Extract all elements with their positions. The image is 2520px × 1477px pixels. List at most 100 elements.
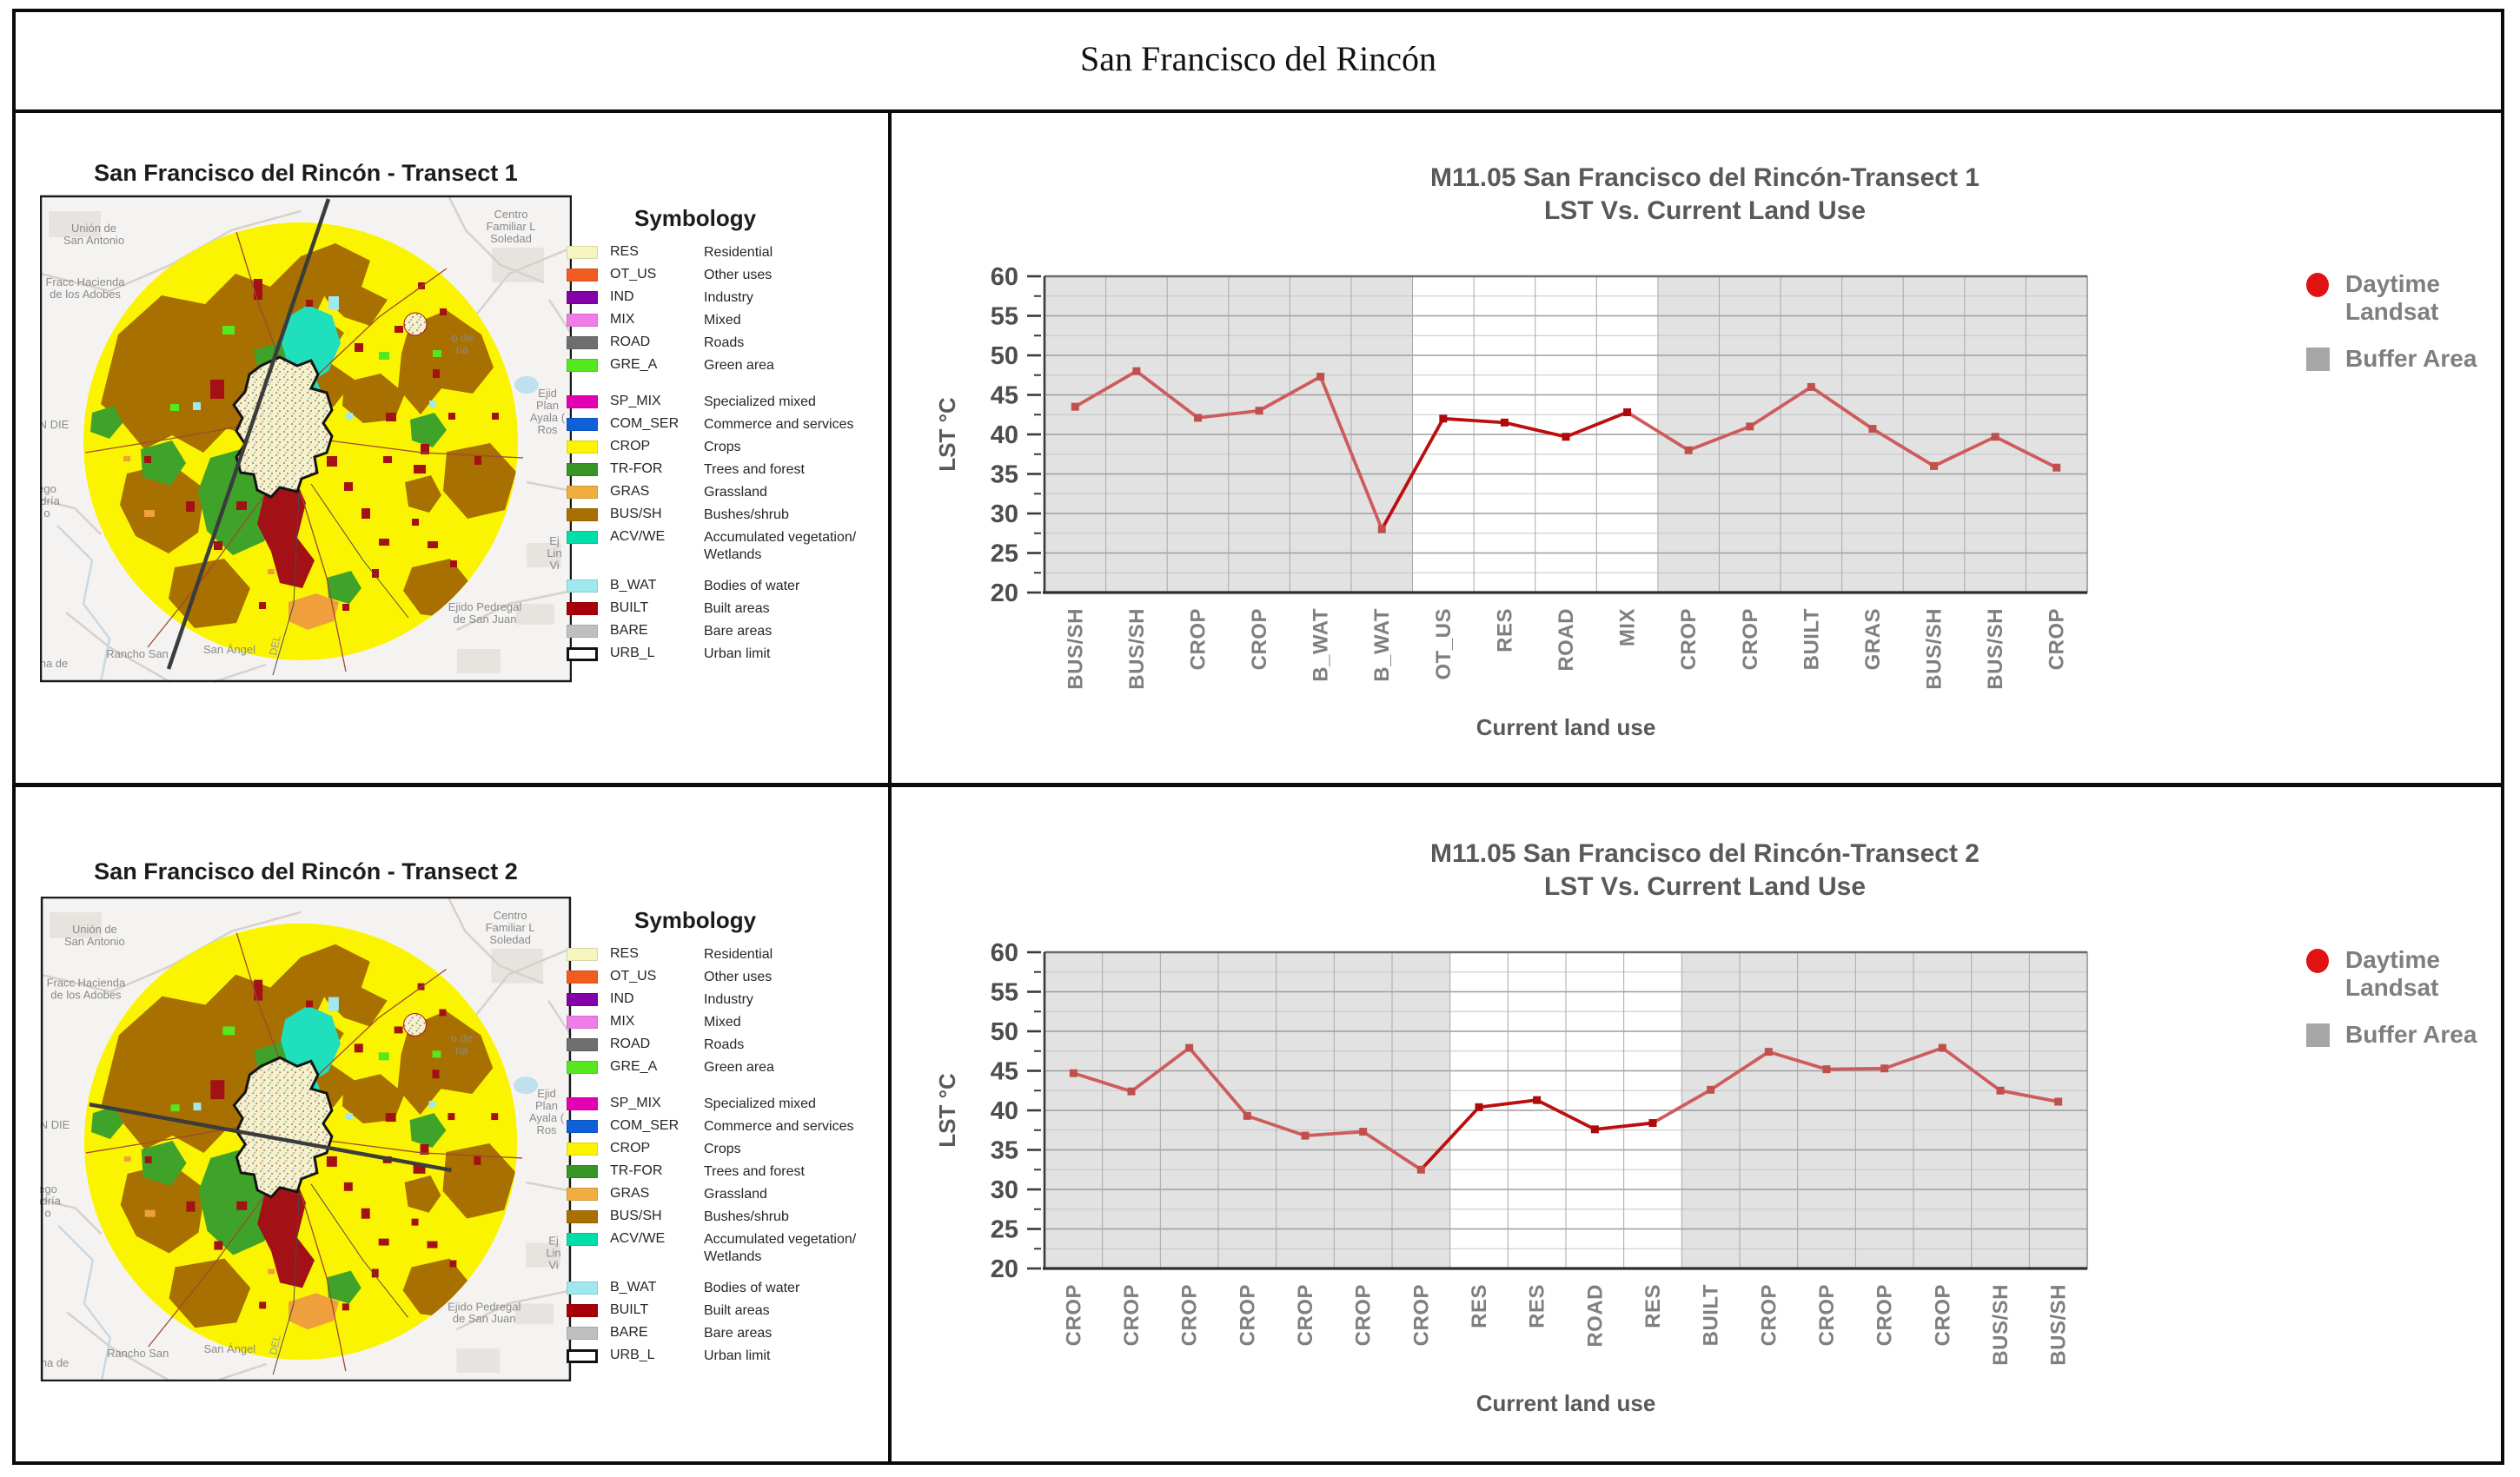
symbology-header: Symbology <box>634 907 757 933</box>
legend-swatch-bare <box>567 1327 598 1340</box>
series-segment <box>1502 421 1568 439</box>
bushes-shrub-area <box>169 1258 251 1328</box>
data-point <box>1193 414 1202 422</box>
map-place-label: Unión de San Antonio <box>63 222 124 247</box>
legend-row: B_WAT Bodies of water <box>567 578 884 600</box>
y-tick-label: 30 <box>991 1176 1018 1204</box>
x-tick-label: CROP <box>1178 1284 1202 1346</box>
legend-code: MIX <box>610 1014 635 1029</box>
legend-swatch-road <box>567 1038 598 1051</box>
legend-row: CROP Crops <box>567 1141 884 1163</box>
x-tick-label: BUS/SH <box>1923 608 1946 690</box>
data-point <box>1648 1119 1657 1128</box>
legend-swatch-tr-for <box>567 463 598 476</box>
x-tick-label: CROP <box>1294 1284 1317 1346</box>
legend-swatch-ot-us <box>567 268 598 281</box>
legend-description: Commerce and services <box>704 417 854 432</box>
legend-landsat-label: Landsat <box>2345 974 2438 1001</box>
x-tick-label: BUILT <box>1800 608 1823 670</box>
legend-description: Urban limit <box>704 1348 771 1363</box>
legend-swatch-sp-mix <box>567 395 598 408</box>
legend-row: GRE_A Green area <box>567 1059 884 1082</box>
legend-description: Urban limit <box>704 646 771 661</box>
legend-swatch-mix <box>567 314 598 327</box>
legend-swatch-gre-a <box>567 1061 598 1074</box>
map-place-label: Ej Lin Vi <box>547 534 561 572</box>
legend-code: COM_SER <box>610 1118 680 1133</box>
symbology-legend-2: Symbology RES Residential OT_US Other uses I… <box>567 907 884 1384</box>
series-segment <box>1361 1129 1423 1172</box>
legend-swatch-gras <box>567 486 598 499</box>
data-point <box>1996 1086 2005 1095</box>
x-tick-label: ROAD <box>1583 1284 1607 1348</box>
series-segment <box>1380 416 1445 532</box>
legend-description: Other uses <box>704 268 773 282</box>
series-segment <box>1073 369 1138 409</box>
legend-swatch-urb-l <box>567 647 598 661</box>
legend-row: RES Residential <box>567 946 884 969</box>
series-segment <box>1535 1098 1597 1131</box>
x-tick-label: OT_US <box>1432 608 1456 680</box>
data-point <box>1069 1069 1078 1077</box>
legend-code: BUS/SH <box>610 507 662 521</box>
legend-code: URB_L <box>610 1348 655 1362</box>
legend-code: B_WAT <box>610 578 657 593</box>
data-point <box>1562 433 1570 441</box>
y-tick-label: 35 <box>991 1137 1018 1165</box>
map-place-label: o de ria <box>451 331 473 356</box>
legend-code: IND <box>610 289 634 304</box>
map-frame <box>40 195 572 683</box>
y-tick-label: 25 <box>991 1216 1018 1244</box>
x-tick-label: B_WAT <box>1310 608 1333 682</box>
map-road-label: DEL <box>267 1334 283 1356</box>
pond <box>514 376 539 394</box>
series-segment <box>1708 1050 1771 1092</box>
map-place-label: Ejido Pedregal de San Juan <box>448 600 522 626</box>
legend-row: BARE Bare areas <box>567 623 884 646</box>
legend-row: COM_SER Commerce and services <box>567 1118 884 1141</box>
legend-code: ROAD <box>610 334 651 349</box>
legend-description: Roads <box>704 1037 745 1052</box>
symbology-group: SP_MIX Specialized mixed COM_SER Commerce a… <box>567 394 884 564</box>
legend-description: Crops <box>704 1142 741 1156</box>
symbology-header: Symbology <box>634 205 757 231</box>
legend-swatch-mix <box>567 1016 598 1029</box>
x-tick-label: CROP <box>2046 608 2069 670</box>
x-tick-label: MIX <box>1616 608 1640 646</box>
legend-description: Other uses <box>704 970 773 984</box>
legend-description: Mixed <box>704 313 741 328</box>
series-segment <box>1932 434 1998 468</box>
legend-swatch-res <box>567 948 598 961</box>
data-point <box>1938 1043 1946 1052</box>
bushes-shrub-area <box>404 1175 441 1213</box>
legend-row: MIX Mixed <box>567 1014 884 1037</box>
data-point <box>1746 422 1754 431</box>
legend-code: CROP <box>610 439 651 454</box>
legend-description: Residential <box>704 245 773 260</box>
legend-row: GRAS Grassland <box>567 484 884 507</box>
legend-row: IND Industry <box>567 289 884 312</box>
legend-row: BUILT Built areas <box>567 600 884 623</box>
trees-forest-area <box>90 1106 123 1139</box>
legend-code: B_WAT <box>610 1280 657 1295</box>
series-segment <box>1441 416 1507 425</box>
legend-swatch-bare <box>567 625 598 638</box>
legend-row: SP_MIX Specialized mixed <box>567 1096 884 1118</box>
y-tick-label: 60 <box>991 939 1018 967</box>
lst-chart-transect-1: M11.05 San Francisco del Rincón-Transect… <box>934 163 2477 740</box>
bushes-shrub-area <box>443 443 516 519</box>
legend-description: Bushes/shrub <box>704 1209 789 1224</box>
legend-row: OT_US Other uses <box>567 969 884 991</box>
bushes-shrub-area <box>342 1074 405 1124</box>
x-tick-label: CROP <box>1677 608 1701 670</box>
map-place-label: egondríao <box>40 1182 62 1220</box>
legend-swatch-bus-sh <box>567 1210 598 1223</box>
legend-swatch-com-ser <box>567 418 598 431</box>
bushes-shrub-area <box>397 1010 494 1116</box>
series-segment <box>1767 1050 1828 1071</box>
legend-code: SP_MIX <box>610 394 661 408</box>
legend-description: Specialized mixed <box>704 1096 816 1111</box>
legend-description: Trees and forest <box>704 462 805 477</box>
legend-code: OT_US <box>610 969 657 984</box>
legend-description: Industry <box>704 290 753 305</box>
